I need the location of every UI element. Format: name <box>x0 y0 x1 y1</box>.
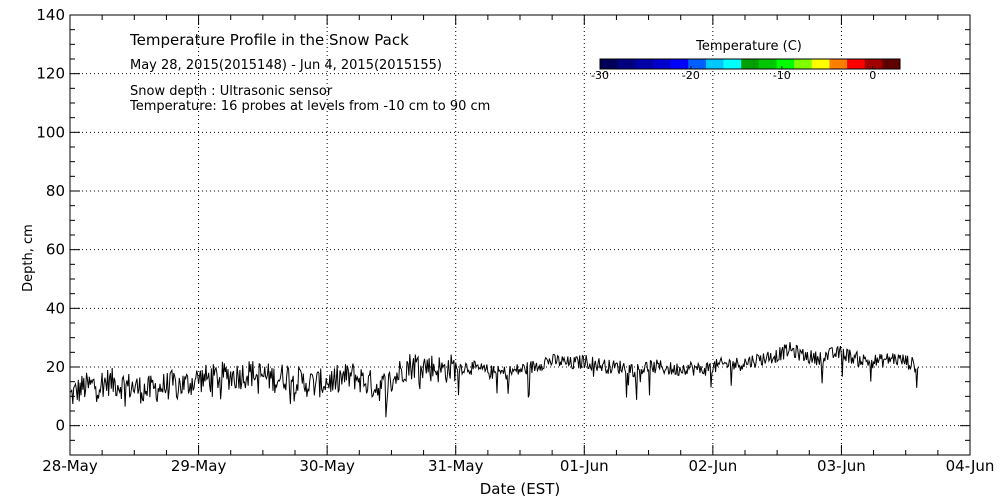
colorbar-cell <box>829 59 848 69</box>
chart-note-temperature: Temperature: 16 probes at levels from -1… <box>129 99 490 114</box>
colorbar-cell <box>758 59 777 69</box>
x-tick-label: 29-May <box>171 457 227 475</box>
colorbar-tick-label: -10 <box>773 69 791 82</box>
x-tick-label: 04-Jun <box>946 457 995 475</box>
colorbar-cell <box>688 59 707 69</box>
snow-depth-line <box>70 342 920 418</box>
colorbar-frame <box>599 58 901 70</box>
temperature-colorbar: Temperature (C) -30 -20 -10 0 <box>591 39 901 82</box>
colorbar-cell <box>652 59 672 69</box>
y-tick-label: 100 <box>36 123 65 141</box>
y-tick-label: 20 <box>46 358 65 376</box>
y-tick-label: 0 <box>55 417 65 435</box>
colorbar-cell <box>847 59 866 69</box>
colorbar-cell <box>741 59 760 69</box>
x-tick-label: 03-Jun <box>817 457 866 475</box>
grid-lines <box>70 14 970 455</box>
colorbar-cell <box>794 59 813 69</box>
colorbar-cell <box>600 59 619 69</box>
y-tick-label: 80 <box>46 182 65 200</box>
chart-note-snow-depth: Snow depth : Ultrasonic sensor <box>130 84 333 99</box>
x-tick-label: 02-Jun <box>688 457 737 475</box>
y-tick-label: 60 <box>46 241 65 259</box>
x-tick-label: 30-May <box>299 457 355 475</box>
colorbar-cell <box>864 59 883 69</box>
y-axis-label: Depth, cm <box>21 224 36 292</box>
colorbar-label: Temperature (C) <box>695 39 802 54</box>
colorbar-cell <box>776 59 795 69</box>
colorbar-cell <box>635 59 654 69</box>
colorbar-cell <box>811 59 830 69</box>
x-tick-label: 31-May <box>428 457 484 475</box>
colorbar-tick-label: -30 <box>591 69 609 82</box>
colorbar-cell <box>882 59 901 69</box>
chart-subtitle: May 28, 2015(2015148) - Jun 4, 2015(2015… <box>130 58 442 73</box>
axis-ticks: 0 20 40 60 80 100 120 140 28-May 29-May 30-May 31-M… <box>36 6 994 475</box>
chart-title: Temperature Profile in the Snow Pack <box>129 31 409 49</box>
colorbar-tick-label: 0 <box>869 69 876 82</box>
colorbar-tick-label: -20 <box>682 69 700 82</box>
colorbar-cell <box>617 59 636 69</box>
x-tick-label: 01-Jun <box>560 457 609 475</box>
colorbar-ticks: -30 -20 -10 0 <box>591 66 876 82</box>
plot-frame <box>69 14 971 456</box>
colorbar-cell <box>670 59 689 69</box>
y-tick-label: 120 <box>36 65 65 83</box>
y-tick-label: 140 <box>36 6 65 24</box>
data-layer <box>70 342 920 418</box>
x-tick-label: 28-May <box>42 457 98 475</box>
colorbar-cell <box>705 59 725 69</box>
y-tick-label: 40 <box>46 299 65 317</box>
x-axis-label: Date (EST) <box>480 480 561 498</box>
colorbar-cells <box>599 58 901 70</box>
colorbar-cell <box>723 59 742 69</box>
